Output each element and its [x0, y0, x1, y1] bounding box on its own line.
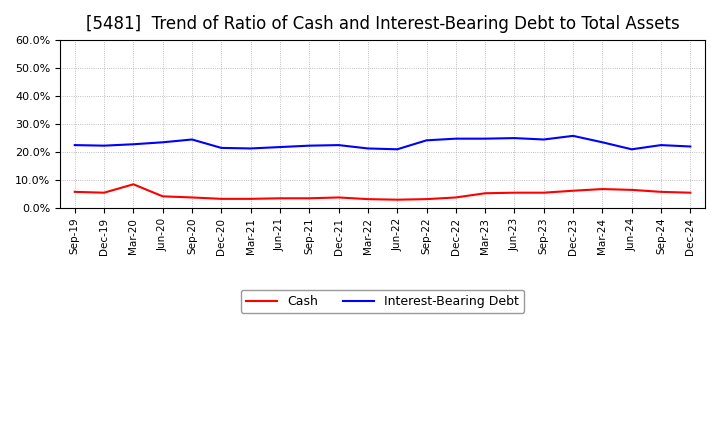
- Line: Cash: Cash: [75, 184, 690, 200]
- Interest-Bearing Debt: [451, 136, 460, 141]
- Cash: [100, 190, 109, 195]
- Interest-Bearing Debt: [158, 139, 167, 145]
- Cash: [393, 197, 402, 202]
- Interest-Bearing Debt: [422, 138, 431, 143]
- Interest-Bearing Debt: [481, 136, 490, 141]
- Cash: [451, 195, 460, 200]
- Cash: [539, 190, 548, 195]
- Cash: [569, 188, 577, 193]
- Interest-Bearing Debt: [393, 147, 402, 152]
- Interest-Bearing Debt: [627, 147, 636, 152]
- Interest-Bearing Debt: [539, 137, 548, 142]
- Interest-Bearing Debt: [334, 143, 343, 148]
- Interest-Bearing Debt: [100, 143, 109, 148]
- Cash: [686, 190, 695, 195]
- Cash: [364, 197, 372, 202]
- Cash: [657, 189, 665, 194]
- Interest-Bearing Debt: [246, 146, 255, 151]
- Cash: [305, 196, 314, 201]
- Cash: [627, 187, 636, 193]
- Cash: [246, 196, 255, 202]
- Line: Interest-Bearing Debt: Interest-Bearing Debt: [75, 136, 690, 149]
- Interest-Bearing Debt: [364, 146, 372, 151]
- Interest-Bearing Debt: [276, 144, 284, 150]
- Interest-Bearing Debt: [686, 144, 695, 149]
- Cash: [158, 194, 167, 199]
- Cash: [598, 187, 607, 192]
- Interest-Bearing Debt: [71, 143, 79, 148]
- Title: [5481]  Trend of Ratio of Cash and Interest-Bearing Debt to Total Assets: [5481] Trend of Ratio of Cash and Intere…: [86, 15, 680, 33]
- Cash: [188, 195, 197, 200]
- Interest-Bearing Debt: [569, 133, 577, 139]
- Interest-Bearing Debt: [217, 145, 225, 150]
- Cash: [217, 196, 225, 202]
- Interest-Bearing Debt: [598, 139, 607, 145]
- Interest-Bearing Debt: [657, 143, 665, 148]
- Interest-Bearing Debt: [188, 137, 197, 142]
- Interest-Bearing Debt: [129, 142, 138, 147]
- Cash: [276, 196, 284, 201]
- Cash: [422, 197, 431, 202]
- Legend: Cash, Interest-Bearing Debt: Cash, Interest-Bearing Debt: [241, 290, 524, 313]
- Interest-Bearing Debt: [305, 143, 314, 148]
- Cash: [129, 182, 138, 187]
- Interest-Bearing Debt: [510, 136, 519, 141]
- Cash: [481, 191, 490, 196]
- Cash: [510, 190, 519, 195]
- Cash: [71, 189, 79, 194]
- Cash: [334, 195, 343, 200]
